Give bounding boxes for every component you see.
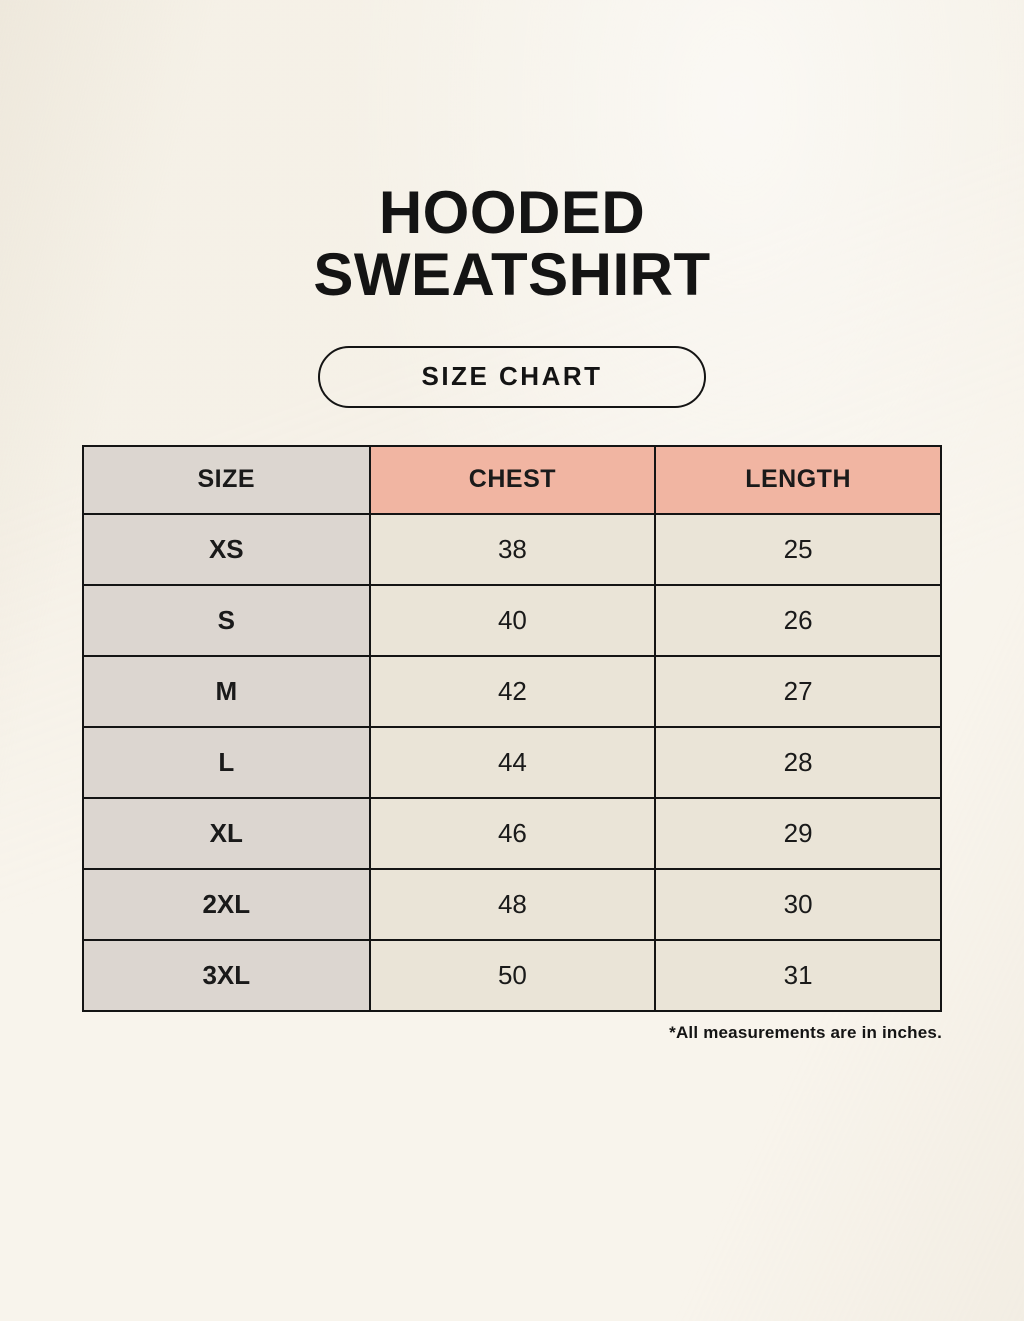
product-title-line-1: HOODED xyxy=(378,179,646,246)
column-header-chest: CHEST xyxy=(368,444,657,515)
table-header-row: SIZE CHEST LENGTH xyxy=(82,444,942,515)
table-row-l: L 44 28 xyxy=(82,725,942,799)
chest-cell: 40 xyxy=(368,583,657,657)
size-cell: M xyxy=(82,654,371,728)
chest-cell: 50 xyxy=(368,938,657,1012)
table-row-xl: XL 46 29 xyxy=(82,796,942,870)
chest-cell: 42 xyxy=(368,654,657,728)
size-cell: S xyxy=(82,583,371,657)
chest-cell: 48 xyxy=(368,867,657,941)
size-cell: XL xyxy=(82,796,371,870)
length-cell: 29 xyxy=(654,796,942,870)
measurements-footnote: *All measurements are in inches. xyxy=(669,1022,942,1042)
chest-cell: 46 xyxy=(368,796,657,870)
length-cell: 25 xyxy=(654,512,942,586)
size-chart-button[interactable]: SIZE CHART xyxy=(318,345,706,408)
table-row-2xl: 2XL 48 30 xyxy=(82,867,942,941)
product-title-line-2: SWEATSHIRT xyxy=(313,240,711,308)
length-cell: 31 xyxy=(654,938,942,1012)
size-cell: 3XL xyxy=(82,938,371,1012)
product-title: HOODED SWEATSHIRT xyxy=(82,182,942,306)
length-cell: 27 xyxy=(654,654,942,728)
column-header-length: LENGTH xyxy=(654,444,942,515)
size-cell: L xyxy=(82,725,371,799)
table-row-3xl: 3XL 50 31 xyxy=(82,938,942,1012)
size-chart-table: SIZE CHEST LENGTH XS 38 25 S 40 26 M 42 … xyxy=(82,444,942,1012)
length-cell: 30 xyxy=(654,867,942,941)
size-cell: XS xyxy=(82,512,371,586)
size-cell: 2XL xyxy=(82,867,371,941)
table-row-m: M 42 27 xyxy=(82,654,942,728)
table-row-s: S 40 26 xyxy=(82,583,942,657)
chest-cell: 38 xyxy=(368,512,657,586)
length-cell: 28 xyxy=(654,725,942,799)
length-cell: 26 xyxy=(654,583,942,657)
table-row-xs: XS 38 25 xyxy=(82,512,942,586)
size-chart-page: HOODED SWEATSHIRT SIZE CHART SIZE CHEST L… xyxy=(82,182,942,1043)
chest-cell: 44 xyxy=(368,725,657,799)
column-header-size: SIZE xyxy=(82,444,371,515)
